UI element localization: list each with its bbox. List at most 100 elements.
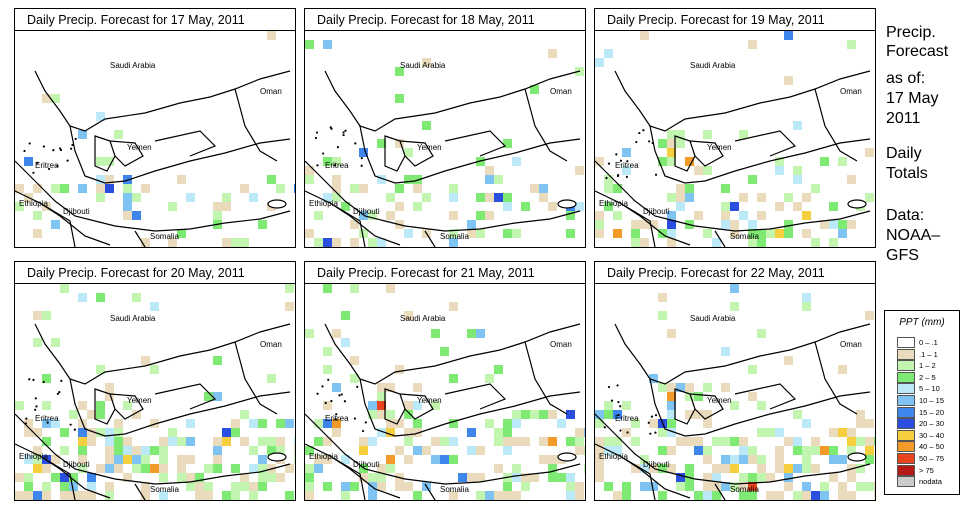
precip-cell [604, 184, 613, 193]
precip-cell [314, 455, 323, 464]
precip-cell [748, 175, 757, 184]
precip-cell [141, 491, 150, 500]
precip-cell [267, 446, 276, 455]
precip-cell [613, 184, 622, 193]
precip-cell [494, 193, 503, 202]
precip-cell [658, 293, 667, 302]
precip-cell [820, 491, 829, 500]
precip-cell [467, 329, 476, 338]
precip-cell [667, 211, 676, 220]
horn-coast [305, 190, 401, 246]
precip-cell [368, 410, 377, 419]
island-dot [24, 422, 27, 425]
precip-cell [15, 184, 24, 193]
precip-cell [494, 437, 503, 446]
precip-cell [739, 193, 748, 202]
precip-cell [503, 139, 512, 148]
precip-cell [123, 401, 132, 410]
african-coast [595, 160, 871, 232]
precip-cell [658, 428, 667, 437]
precip-cell [548, 410, 557, 419]
island-dot [28, 378, 31, 381]
forecast-panel-may-18: Daily Precip. Forecast for 18 May, 2011 … [304, 8, 586, 248]
precip-cell [96, 157, 105, 166]
precip-map[interactable]: Saudi Arabia Oman Yemen Eritrea Ethiopia Djib… [15, 284, 295, 500]
precip-cell [96, 184, 105, 193]
country-label-ethiopia: Ethiopia [19, 452, 48, 461]
precip-cell [865, 193, 874, 202]
precip-cell [159, 446, 168, 455]
island-dot [649, 432, 652, 435]
island-dot [619, 429, 622, 432]
precip-cell [294, 184, 295, 193]
island-dot [58, 391, 61, 394]
precip-cell [685, 464, 694, 473]
legend-swatch [897, 476, 915, 488]
precip-cell [748, 238, 757, 247]
precip-cell [820, 446, 829, 455]
precip-cell [802, 302, 811, 311]
panel-title: Daily Precip. Forecast for 21 May, 2011 [305, 262, 585, 284]
legend-swatch [897, 418, 915, 430]
data-source-line3: GFS [886, 247, 919, 264]
island-dot [329, 126, 332, 129]
precip-map[interactable]: Saudi Arabia Oman Yemen Eritrea Ethiopia Djib… [305, 284, 585, 500]
legend-swatch [897, 371, 915, 383]
precip-cell [530, 184, 539, 193]
precip-cell [494, 491, 503, 500]
precip-cell [730, 464, 739, 473]
panel-title: Daily Precip. Forecast for 19 May, 2011 [595, 9, 875, 31]
precip-cell [712, 491, 721, 500]
precip-cell [377, 428, 386, 437]
precip-cell [485, 175, 494, 184]
precip-cell [431, 329, 440, 338]
precip-cell [132, 446, 141, 455]
precip-cell [775, 166, 784, 175]
precip-cell [186, 473, 195, 482]
island-dot [617, 400, 620, 404]
precip-cell [512, 437, 521, 446]
precip-cell [476, 229, 485, 238]
precip-cell [503, 446, 512, 455]
precip-map[interactable]: Saudi Arabia Oman Yemen Eritrea Ethiopia Djib… [595, 284, 875, 500]
precip-cell [159, 437, 168, 446]
precip-cell [703, 473, 712, 482]
precip-cell [584, 428, 585, 437]
socotra-island [847, 199, 867, 209]
inland-border-2 [424, 483, 436, 500]
precip-cell [323, 40, 332, 49]
precip-map[interactable]: Saudi Arabia Oman Yemen Eritrea Ethiopia Djib… [595, 31, 875, 247]
precip-map[interactable]: Saudi Arabia Oman Yemen Eritrea Ethiopia Djib… [15, 31, 295, 247]
precip-cell [33, 446, 42, 455]
precip-cell [449, 455, 458, 464]
precip-cell [595, 437, 604, 446]
precip-map[interactable]: Saudi Arabia Oman Yemen Eritrea Ethiopia Djib… [305, 31, 585, 247]
precip-cell [150, 464, 159, 473]
precip-cell [829, 455, 838, 464]
country-label-saudi: Saudi Arabia [400, 61, 446, 70]
precip-cell [730, 437, 739, 446]
precip-cell [613, 446, 622, 455]
country-label-oman: Oman [260, 87, 282, 96]
socotra-island [557, 199, 577, 209]
island-dot [603, 426, 606, 429]
precip-cell [42, 311, 51, 320]
governorates-1 [94, 388, 116, 425]
island-dot [360, 164, 363, 167]
precip-cell [258, 464, 267, 473]
precip-cell [595, 455, 604, 464]
precip-cell [123, 202, 132, 211]
precip-cell [60, 491, 69, 500]
precip-cell [323, 365, 332, 374]
precip-cell [177, 175, 186, 184]
country-label-yemen: Yemen [127, 143, 152, 152]
precip-cell [476, 491, 485, 500]
precip-cell [404, 148, 413, 157]
precip-cell [168, 238, 177, 247]
precip-cell [703, 446, 712, 455]
precip-cell [105, 437, 114, 446]
precip-cell [838, 482, 847, 491]
precip-cell [847, 491, 856, 500]
precip-cell [33, 211, 42, 220]
precip-cell [676, 130, 685, 139]
